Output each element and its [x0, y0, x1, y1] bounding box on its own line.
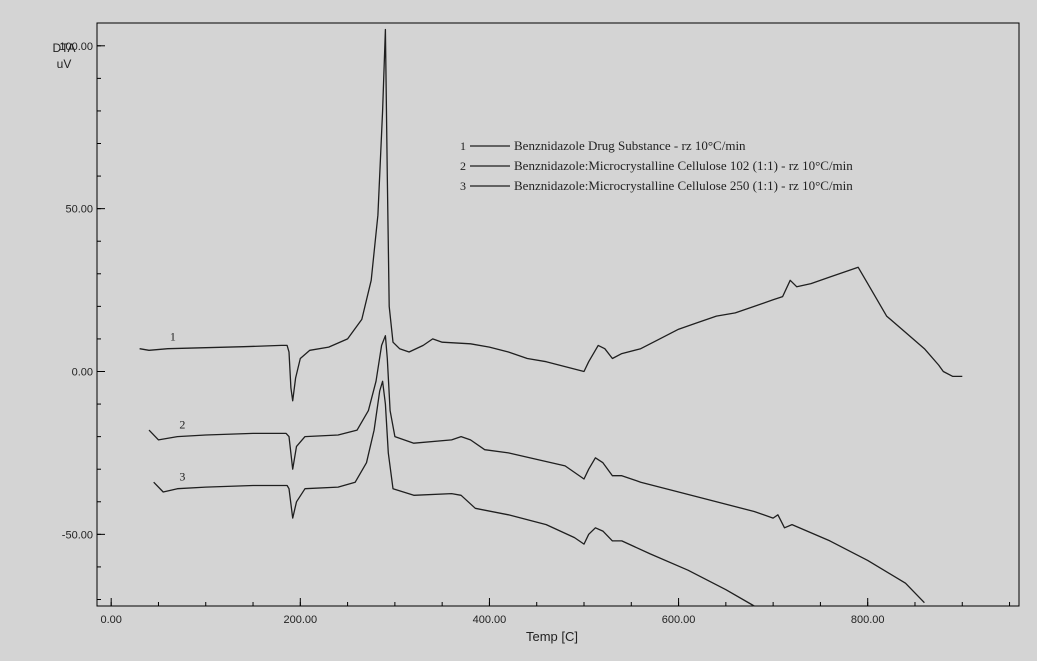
- series-3-curve-label: 3: [179, 470, 185, 484]
- legend: 1 Benznidazole Drug Substance - rz 10°C/m…: [460, 138, 853, 193]
- axes: 100.00 50.00 0.00 -50.00 0.00 200.00 400.00 600…: [59, 22, 1020, 626]
- y-tick-label: -50.00: [62, 529, 93, 541]
- legend-entry: Benznidazole Drug Substance - rz 10°C/mi…: [514, 138, 746, 153]
- y-axis-label-line1: DTA: [52, 41, 75, 55]
- y-axis-label-line2: uV: [57, 57, 72, 71]
- x-axis-label: Temp [C]: [526, 629, 578, 644]
- series-3-line: [153, 380, 755, 607]
- y-tick-label: 50.00: [65, 204, 93, 216]
- series-2-line: [148, 335, 925, 604]
- legend-entry: Benznidazole:Microcrystalline Cellulose …: [514, 158, 853, 173]
- y-tick-label: 100.00: [59, 41, 93, 53]
- series-layer: 1 2 3: [139, 28, 963, 607]
- x-tick-label: 800.00: [851, 614, 885, 626]
- x-tick-label: 0.00: [100, 614, 121, 626]
- y-tick-label: 0.00: [72, 366, 93, 378]
- series-1-line: [139, 28, 963, 402]
- x-tick-label: 200.00: [283, 614, 317, 626]
- x-tick-label: 400.00: [473, 614, 507, 626]
- legend-number: 1: [460, 139, 466, 153]
- series-2-curve-label: 2: [179, 418, 185, 432]
- series-1-curve-label: 1: [170, 330, 176, 344]
- legend-number: 3: [460, 179, 466, 193]
- legend-number: 2: [460, 159, 466, 173]
- legend-entry: Benznidazole:Microcrystalline Cellulose …: [514, 178, 853, 193]
- x-tick-label: 600.00: [662, 614, 696, 626]
- plot-area: [96, 22, 1020, 607]
